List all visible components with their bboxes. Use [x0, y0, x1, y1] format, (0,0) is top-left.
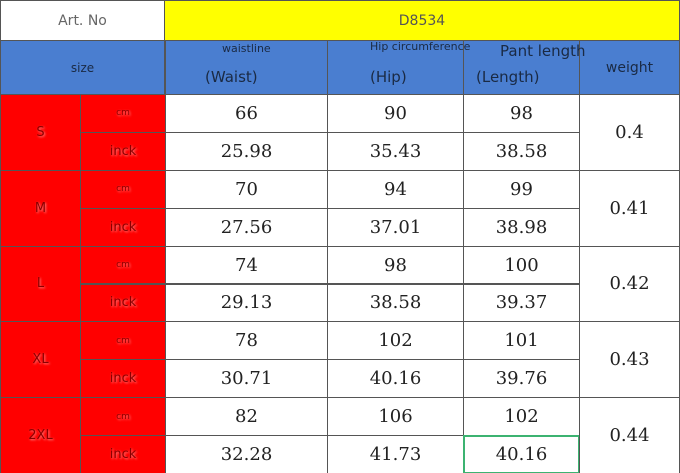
- unit-label: inck: [80, 435, 166, 473]
- column-header: [165, 40, 328, 95]
- measurement: 78: [165, 321, 328, 361]
- unit-label: cm: [80, 169, 166, 209]
- column-header: [327, 40, 464, 95]
- measurement: 39.76: [463, 359, 580, 399]
- measurement: 82: [165, 397, 328, 437]
- measurement: 70: [165, 169, 328, 209]
- measurement: 29.13: [165, 283, 328, 323]
- measurement: 41.73: [327, 435, 464, 473]
- size-label: 2XL: [0, 397, 81, 473]
- weight-value: 0.42: [579, 245, 680, 323]
- weight-header: weight: [579, 40, 680, 95]
- measurement: 30.71: [165, 359, 328, 399]
- measurement: 38.58: [327, 283, 464, 323]
- column-subtitle: Pant length: [500, 42, 586, 60]
- measurement: 102: [463, 397, 580, 437]
- size-label: M: [0, 169, 81, 247]
- unit-label: inck: [80, 359, 166, 399]
- unit-label: cm: [80, 245, 166, 285]
- measurement: 40.16: [463, 435, 580, 473]
- measurement: 37.01: [327, 207, 464, 247]
- column-title: (Waist): [205, 68, 258, 86]
- art-no-label: Art. No: [0, 0, 165, 41]
- measurement: 94: [327, 169, 464, 209]
- measurement: 35.43: [327, 131, 464, 171]
- measurement: 25.98: [165, 131, 328, 171]
- size-label: L: [0, 245, 81, 323]
- measurement: 98: [327, 245, 464, 285]
- measurement: 66: [165, 94, 328, 133]
- measurement: 99: [463, 169, 580, 209]
- measurement: 38.58: [463, 131, 580, 171]
- weight-value: 0.43: [579, 321, 680, 399]
- art-no: D8534: [164, 0, 680, 41]
- measurement: 98: [463, 94, 580, 133]
- unit-label: inck: [80, 131, 166, 171]
- measurement: 102: [327, 321, 464, 361]
- measurement: 74: [165, 245, 328, 285]
- weight-value: 0.41: [579, 169, 680, 247]
- size-label: S: [0, 94, 81, 171]
- measurement: 106: [327, 397, 464, 437]
- measurement: 27.56: [165, 207, 328, 247]
- column-subtitle: Hip circumference: [370, 40, 471, 53]
- measurement: 90: [327, 94, 464, 133]
- measurement: 32.28: [165, 435, 328, 473]
- unit-label: cm: [80, 94, 166, 133]
- measurement: 100: [463, 245, 580, 285]
- unit-label: cm: [80, 321, 166, 361]
- size-label: XL: [0, 321, 81, 399]
- unit-label: inck: [80, 207, 166, 247]
- size-header: size: [0, 40, 165, 95]
- column-title: (Hip): [370, 68, 407, 86]
- measurement: 39.37: [463, 283, 580, 323]
- column-subtitle: waistline: [222, 42, 271, 55]
- measurement: 38.98: [463, 207, 580, 247]
- measurement: 40.16: [327, 359, 464, 399]
- unit-label: cm: [80, 397, 166, 437]
- weight-value: 0.4: [579, 94, 680, 171]
- measurement: 101: [463, 321, 580, 361]
- unit-label: inck: [80, 283, 166, 323]
- weight-value: 0.44: [579, 397, 680, 473]
- column-title: (Length): [476, 68, 540, 86]
